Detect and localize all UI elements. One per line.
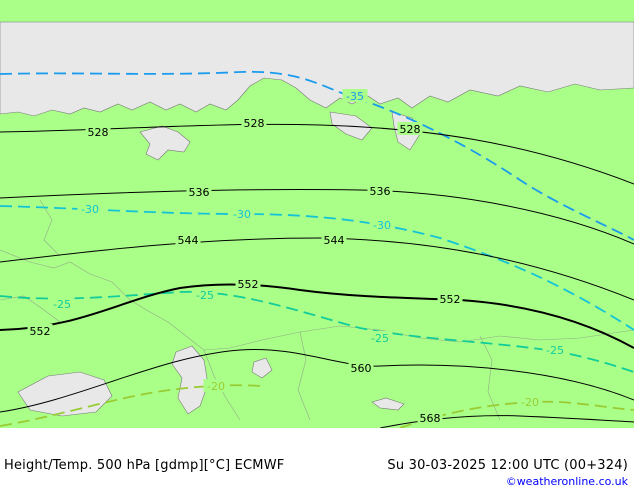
isotherm-label-bg: [517, 395, 543, 408]
height-label: 544: [324, 234, 345, 247]
map-footer: Height/Temp. 500 hPa [gdmp][°C] ECMWF Su…: [0, 428, 634, 490]
height-label: 536: [189, 186, 210, 199]
isotherm-label-bg: [77, 202, 103, 215]
height-label: 544: [178, 234, 199, 247]
valid-time: Su 30-03-2025 12:00 UTC (00+324): [387, 458, 628, 473]
isotherm-label: -30: [373, 219, 391, 232]
height-label: 536: [370, 185, 391, 198]
height-label-bg: [348, 361, 374, 374]
height-label-bg: [235, 277, 261, 290]
height-contour-568: [379, 415, 634, 428]
isotherm-line-minus30: [0, 205, 634, 331]
height-label-bg: [321, 233, 347, 246]
contour-labels: -35 -30 -30 -30 -25 -25 -25 -25 -20 -20 528 528 528 5…: [27, 89, 568, 425]
height-label-bg: [241, 116, 267, 129]
height-label: 528: [400, 123, 421, 136]
height-label-bg: [85, 125, 111, 138]
isotherm-label: -25: [546, 344, 564, 357]
sea-areas: [0, 21, 634, 417]
isotherm-label: -30: [81, 203, 99, 216]
isotherm-label: -20: [521, 396, 539, 409]
isotherm-label-bg: [542, 343, 568, 356]
height-label: 552: [30, 325, 51, 338]
height-label-bg: [27, 324, 53, 337]
isotherm-label: -25: [196, 289, 214, 302]
height-contour-560: [0, 349, 634, 413]
caspian-sea: [171, 345, 209, 415]
height-label: 560: [351, 362, 372, 375]
height-label-bg: [186, 185, 212, 198]
height-contour-536: [0, 188, 634, 245]
height-label: 528: [244, 117, 265, 130]
height-label: 568: [420, 412, 441, 425]
height-label: 552: [238, 278, 259, 291]
arctic-ocean: [0, 21, 634, 117]
isotherm-line-minus25: [0, 291, 634, 373]
lake-balkhash: [371, 397, 405, 411]
isotherm-label-bg: [369, 218, 395, 231]
isotherm-label-bg: [49, 297, 75, 310]
isotherm-label-bg: [192, 288, 218, 301]
isotherm-label-bg: [203, 379, 229, 392]
weather-map: -35 -30 -30 -30 -25 -25 -25 -25 -20 -20 528 528 528 5…: [0, 0, 634, 428]
height-label: 552: [440, 293, 461, 306]
isotherm-label-bg: [229, 207, 255, 220]
isotherm-label: -25: [53, 298, 71, 311]
map-canvas: -35 -30 -30 -30 -25 -25 -25 -25 -20 -20 528 528 528 5…: [0, 21, 634, 428]
isotherm-label-bg: [367, 331, 393, 344]
height-label: 528: [88, 126, 109, 139]
height-label-bg: [437, 292, 463, 305]
white-sea: [139, 125, 191, 161]
height-contour-544: [0, 237, 634, 301]
height-contour-552: [0, 283, 634, 349]
isotherm-label: -35: [346, 90, 364, 103]
height-label-bg: [417, 411, 443, 424]
map-title: Height/Temp. 500 hPa [gdmp][°C] ECMWF: [4, 458, 285, 473]
isotherm-label: -25: [371, 332, 389, 345]
height-label-bg: [367, 184, 393, 197]
isotherm-label-bg: [342, 89, 368, 102]
credit-link[interactable]: ©weatheronline.co.uk: [505, 475, 628, 488]
isotherm-label: -30: [233, 208, 251, 221]
black-sea: [17, 371, 113, 417]
height-label-bg: [175, 233, 201, 246]
aral-sea: [251, 357, 273, 379]
isotherm-label: -20: [207, 380, 225, 393]
height-label-bg: [397, 122, 423, 135]
